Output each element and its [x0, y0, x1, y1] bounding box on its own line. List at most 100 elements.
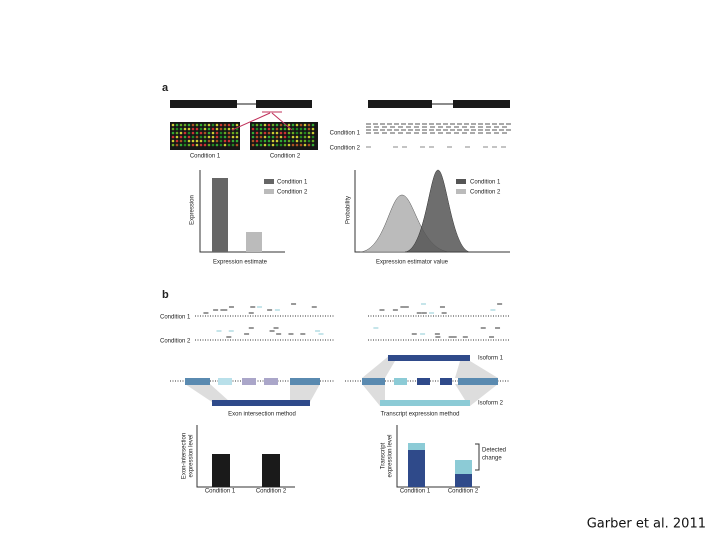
- array-spot: [307, 131, 311, 135]
- array-spot: [287, 123, 291, 127]
- array-spot: [267, 139, 271, 143]
- figure-shape: [212, 178, 228, 252]
- array-spot: [199, 123, 203, 127]
- figure-shape: [256, 100, 312, 108]
- array-spot: [219, 123, 223, 127]
- array-spot: [275, 135, 279, 139]
- label: Condition 1: [190, 154, 221, 160]
- figure-shape: [456, 189, 466, 194]
- array-spot: [275, 127, 279, 131]
- array-spot: [171, 135, 175, 139]
- figure-shape: [246, 232, 262, 252]
- array-spot: [235, 123, 239, 127]
- array-spot: [263, 135, 267, 139]
- array-spot: [195, 131, 199, 135]
- array-spot: [311, 135, 315, 139]
- array-spot: [223, 123, 227, 127]
- array-spot: [283, 143, 287, 147]
- figure-shape: [290, 384, 320, 402]
- figure-shape: [458, 378, 498, 385]
- label: expression level: [388, 434, 394, 477]
- array-spot: [215, 135, 219, 139]
- array-spot: [307, 135, 311, 139]
- array-spot: [267, 143, 271, 147]
- array-spot: [279, 139, 283, 143]
- figure-shape: [475, 443, 480, 471]
- array-spot: [307, 139, 311, 143]
- array-spot: [287, 135, 291, 139]
- array-spot: [231, 123, 235, 127]
- array-spot: [271, 139, 275, 143]
- array-spot: [287, 143, 291, 147]
- array-spot: [203, 143, 207, 147]
- array-spot: [303, 135, 307, 139]
- figure-shape: [262, 454, 280, 487]
- array-spot: [251, 131, 255, 135]
- array-spot: [283, 139, 287, 143]
- array-spot: [287, 131, 291, 135]
- array-spot: [179, 131, 183, 135]
- array-spot: [311, 143, 315, 147]
- array-spot: [231, 143, 235, 147]
- label: Expression: [190, 195, 196, 225]
- label: Condition 1: [205, 489, 236, 495]
- figure-shape: [290, 378, 320, 385]
- array-spot: [179, 127, 183, 131]
- figure-shape: [417, 378, 430, 385]
- array-spot: [207, 131, 211, 135]
- array-spot: [219, 131, 223, 135]
- array-spot: [307, 143, 311, 147]
- figure-shape: [212, 454, 230, 487]
- figure-shape: [218, 378, 232, 385]
- array-spot: [183, 131, 187, 135]
- array-spot: [279, 135, 283, 139]
- array-spot: [219, 143, 223, 147]
- array-spot: [291, 139, 295, 143]
- figure-shape: [264, 179, 274, 184]
- array-spot: [175, 143, 179, 147]
- array-spot: [267, 135, 271, 139]
- array-spot: [227, 143, 231, 147]
- array-spot: [291, 127, 295, 131]
- array-spot: [299, 123, 303, 127]
- array-spot: [295, 123, 299, 127]
- label: Exon-intersection: [182, 433, 188, 479]
- array-spot: [259, 143, 263, 147]
- array-spot: [187, 143, 191, 147]
- array-spot: [223, 139, 227, 143]
- array-spot: [207, 123, 211, 127]
- array-spot: [215, 123, 219, 127]
- array-spot: [183, 135, 187, 139]
- array-spot: [279, 127, 283, 131]
- array-spot: [303, 127, 307, 131]
- figure-shape: [404, 169, 471, 253]
- array-spot: [259, 127, 263, 131]
- label: Condition 1: [400, 489, 431, 495]
- label: Condition 2: [277, 190, 308, 196]
- array-spot: [231, 139, 235, 143]
- array-spot: [259, 135, 263, 139]
- array-spot: [275, 131, 279, 135]
- array-spot: [271, 123, 275, 127]
- array-spot: [207, 143, 211, 147]
- array-spot: [291, 135, 295, 139]
- array-spot: [267, 127, 271, 131]
- array-spot: [263, 131, 267, 135]
- array-spot: [211, 123, 215, 127]
- array-spot: [179, 135, 183, 139]
- array-spot: [195, 139, 199, 143]
- array-spot: [203, 131, 207, 135]
- label: Garber et al. 2011: [587, 517, 706, 532]
- array-spot: [223, 131, 227, 135]
- label: a: [162, 82, 169, 94]
- array-spot: [255, 143, 259, 147]
- figure-shape: [455, 361, 498, 378]
- array-spot: [215, 143, 219, 147]
- figure-shape: [455, 474, 472, 487]
- array-spot: [199, 127, 203, 131]
- array-spot: [255, 123, 259, 127]
- figure-shape: [396, 425, 480, 488]
- figure-shape: [242, 378, 256, 385]
- array-spot: [199, 135, 203, 139]
- array-spot: [299, 139, 303, 143]
